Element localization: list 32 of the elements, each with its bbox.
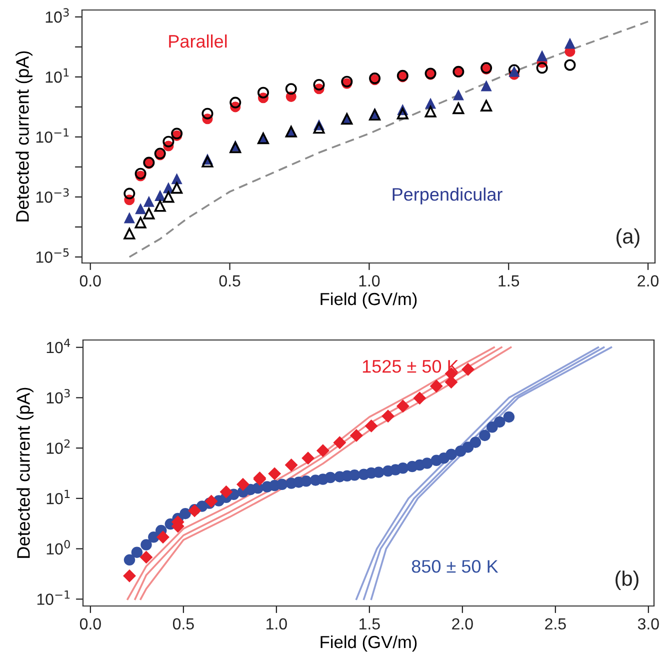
x-tick-label: 2.0 — [638, 275, 659, 287]
x-axis-title: Field (GV/m) — [320, 292, 417, 309]
x-tick-label: 0.0 — [80, 275, 101, 287]
x-tick-label: 2.0 — [452, 618, 473, 630]
y-tick-label: 10$^{1}$ — [46, 68, 69, 83]
x-tick-label: 3.0 — [638, 618, 659, 630]
x-tick-label: 0.5 — [172, 618, 194, 630]
x-tick-label: 0.5 — [219, 275, 240, 287]
x-tick-label: 1.5 — [498, 275, 520, 287]
annotation: (a) — [616, 228, 640, 248]
x-tick-label: 1.0 — [359, 275, 380, 287]
y-tick-label: 10$^{4}$ — [46, 338, 70, 354]
annotation: Parallel — [169, 34, 227, 48]
x-tick-label: 1.5 — [360, 618, 380, 630]
y-tick-label: 10$^{−3}$ — [36, 188, 69, 203]
y-axis-title: Detected current (pA) — [16, 388, 34, 558]
y-tick-label: 10$^{0}$ — [46, 540, 70, 555]
annotation: Perpendicular — [392, 188, 502, 204]
y-tick-label: 10$^{−1}$ — [37, 590, 70, 605]
y-tick-label: 10$^{3}$ — [46, 8, 69, 23]
y-tick-label: 10$^{2}$ — [46, 439, 70, 454]
y-tick-label: 10$^{3}$ — [46, 388, 70, 404]
x-axis-title: Field (GV/m) — [320, 635, 417, 652]
y-axis-title: Detected current (pA) — [16, 51, 32, 222]
y-tick-label: 10$^{−1}$ — [36, 128, 69, 143]
x-tick-label: 1.0 — [266, 618, 287, 630]
x-tick-label: 0.0 — [80, 618, 101, 630]
x-tick-label: 2.5 — [545, 618, 566, 630]
y-tick-label: 10$^{1}$ — [46, 490, 70, 504]
y-tick-label: 10$^{−5}$ — [36, 248, 69, 263]
annotation: (b) — [616, 570, 638, 590]
annotation: 850 ± 50 K — [412, 560, 498, 573]
